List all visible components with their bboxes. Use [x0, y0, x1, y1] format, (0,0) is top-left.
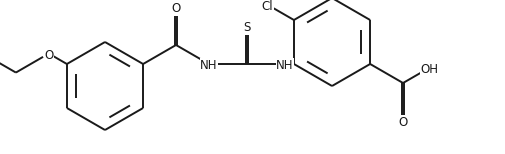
Text: O: O [44, 49, 54, 62]
Text: O: O [171, 2, 180, 15]
Text: NH: NH [200, 59, 217, 72]
Text: O: O [397, 116, 407, 129]
Text: OH: OH [420, 63, 437, 76]
Text: NH: NH [276, 59, 293, 72]
Text: Cl: Cl [261, 0, 273, 13]
Text: S: S [243, 21, 250, 34]
